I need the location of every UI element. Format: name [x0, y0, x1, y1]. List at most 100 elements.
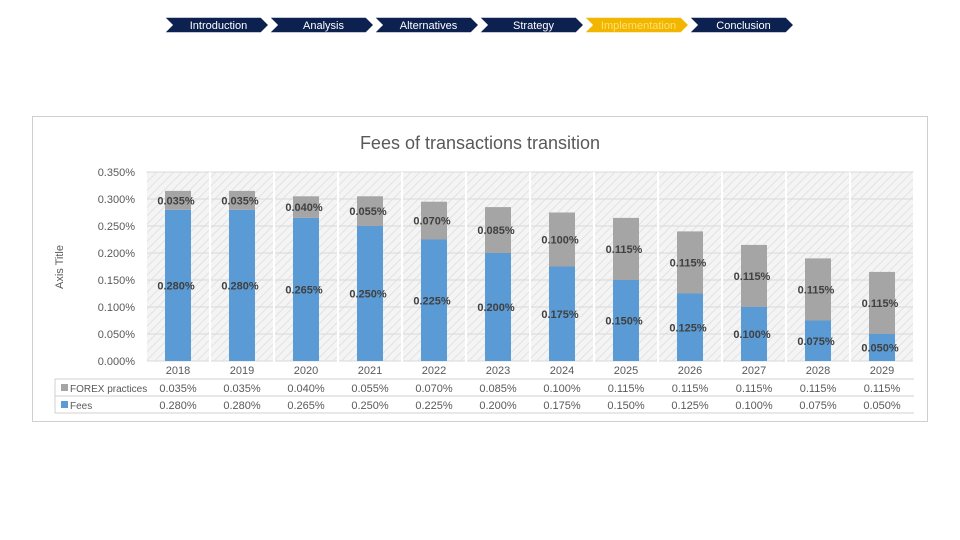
- legend-swatch: [61, 384, 68, 391]
- table-cell: 0.100%: [735, 400, 773, 412]
- table-cell: 0.175%: [543, 400, 581, 412]
- nav-step-label: Introduction: [190, 20, 247, 32]
- bar-forex-2019: [229, 190, 255, 210]
- x-tick-label: 2022: [422, 365, 446, 377]
- data-label-forex: 0.035%: [221, 195, 259, 207]
- x-tick-label: 2024: [550, 365, 574, 377]
- table-cell: 0.125%: [671, 400, 709, 412]
- data-label-forex: 0.115%: [862, 298, 899, 310]
- bar-fees-2028: [805, 320, 831, 361]
- table-cell: 0.280%: [159, 400, 197, 412]
- data-label-fees: 0.100%: [733, 329, 771, 341]
- data-label-fees: 0.075%: [797, 336, 835, 348]
- x-tick-label: 2020: [294, 365, 318, 377]
- y-tick-label: 0.300%: [98, 194, 136, 206]
- table-cell: 0.050%: [863, 400, 901, 412]
- bar-fees-2020: [293, 217, 319, 361]
- nav-chevron: [582, 16, 691, 34]
- table-cell: 0.040%: [287, 383, 325, 395]
- table-cell: 0.055%: [351, 383, 389, 395]
- stacked-bar-chart: Fees of transactions transition Axis Titl…: [54, 133, 915, 414]
- table-cell: 0.115%: [608, 383, 645, 395]
- table-cell: 0.085%: [479, 383, 517, 395]
- x-tick-label: 2018: [166, 365, 190, 377]
- data-label-fees: 0.250%: [349, 289, 387, 301]
- data-label-forex: 0.115%: [734, 271, 771, 283]
- table-cell: 0.035%: [159, 383, 197, 395]
- x-tick-label: 2026: [678, 365, 702, 377]
- y-tick-label: 0.250%: [98, 221, 136, 233]
- data-label-forex: 0.035%: [157, 195, 195, 207]
- bar-forex-2021: [357, 196, 383, 226]
- nav-step-label: Strategy: [513, 20, 554, 32]
- nav-step-analysis[interactable]: Analysis: [267, 16, 376, 34]
- x-tick-label: 2025: [614, 365, 638, 377]
- bar-forex-2018: [165, 190, 191, 210]
- y-tick-label: 0.100%: [98, 302, 136, 314]
- data-label-forex: 0.085%: [477, 225, 515, 237]
- data-label-fees: 0.280%: [157, 280, 195, 292]
- data-label-fees: 0.150%: [605, 316, 643, 328]
- bar-forex-2024: [549, 212, 575, 267]
- bar-fees-2018: [165, 209, 191, 361]
- data-label-fees: 0.265%: [285, 284, 323, 296]
- nav-step-introduction[interactable]: Introduction: [162, 16, 271, 34]
- table-cell: 0.115%: [800, 383, 837, 395]
- data-label-forex: 0.115%: [798, 284, 835, 296]
- data-label-fees: 0.225%: [413, 295, 451, 307]
- chart-frame: Fees of transactions transition Axis Titl…: [32, 116, 928, 422]
- table-cell: 0.200%: [479, 400, 517, 412]
- bar-forex-2020: [293, 196, 319, 218]
- bar-fees-2022: [421, 239, 447, 361]
- nav-step-label: Analysis: [303, 20, 344, 32]
- table-cell: 0.250%: [351, 400, 389, 412]
- table-cell: 0.150%: [607, 400, 645, 412]
- bar-forex-2026: [677, 231, 703, 294]
- nav-step-label: Alternatives: [400, 20, 458, 32]
- bar-forex-2027: [741, 244, 767, 307]
- data-label-fees: 0.125%: [669, 322, 707, 334]
- nav-step-implementation[interactable]: Implementation: [582, 16, 691, 34]
- nav-step-label: Implementation: [601, 20, 676, 32]
- data-label-forex: 0.100%: [541, 235, 579, 247]
- bar-fees-2026: [677, 293, 703, 361]
- bar-forex-2028: [805, 258, 831, 321]
- y-tick-label: 0.150%: [98, 275, 136, 287]
- data-label-forex: 0.070%: [413, 216, 451, 228]
- nav-chevron: [372, 16, 481, 34]
- bar-fees-2025: [613, 280, 639, 361]
- bar-forex-2029: [869, 271, 895, 334]
- data-label-forex: 0.115%: [606, 244, 643, 256]
- x-tick-label: 2027: [742, 365, 766, 377]
- y-tick-label: 0.000%: [98, 356, 136, 368]
- x-tick-label: 2023: [486, 365, 510, 377]
- table-cell: 0.115%: [672, 383, 709, 395]
- data-label-fees: 0.175%: [541, 309, 579, 321]
- legend-label: FOREX practices: [70, 384, 147, 395]
- table-cell: 0.070%: [415, 383, 453, 395]
- bar-forex-2022: [421, 201, 447, 240]
- nav-step-conclusion[interactable]: Conclusion: [687, 16, 796, 34]
- table-cell: 0.115%: [736, 383, 773, 395]
- nav-chevron: [477, 16, 586, 34]
- section-nav: Introduction Analysis Alternatives Strategy…: [162, 16, 796, 34]
- data-label-fees: 0.200%: [477, 302, 515, 314]
- nav-step-alternatives[interactable]: Alternatives: [372, 16, 481, 34]
- nav-chevron: [687, 16, 796, 34]
- table-cell: 0.115%: [864, 383, 901, 395]
- bar-fees-2021: [357, 226, 383, 361]
- bar-fees-2024: [549, 266, 575, 361]
- x-tick-label: 2021: [358, 365, 382, 377]
- y-tick-label: 0.200%: [98, 248, 136, 260]
- data-label-forex: 0.055%: [349, 206, 387, 218]
- nav-step-label: Conclusion: [716, 20, 770, 32]
- bar-fees-2027: [741, 307, 767, 361]
- nav-step-strategy[interactable]: Strategy: [477, 16, 586, 34]
- x-tick-label: 2029: [870, 365, 894, 377]
- bar-fees-2019: [229, 209, 255, 361]
- y-tick-label: 0.350%: [98, 167, 136, 179]
- bar-fees-2029: [869, 334, 895, 361]
- data-label-fees: 0.280%: [221, 280, 259, 292]
- chart-title: Fees of transactions transition: [360, 133, 600, 153]
- nav-chevron: [267, 16, 376, 34]
